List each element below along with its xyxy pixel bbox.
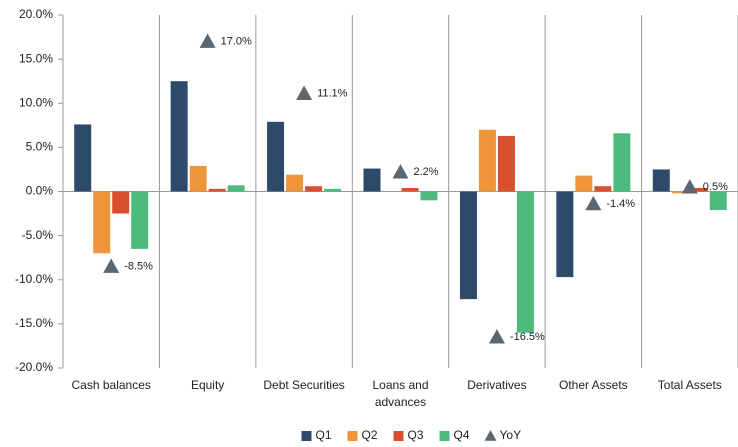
bar [112,191,130,214]
marker [585,195,602,211]
x-tick-label: Other Assets [558,378,628,392]
data-label: 17.0% [221,35,252,47]
bar [131,191,149,249]
y-tick-label: 10.0% [19,95,53,109]
bar [208,188,226,192]
bar [401,187,419,192]
bar [227,185,245,192]
data-label: -1.4% [606,198,635,210]
marker [199,33,216,48]
bar [690,187,708,192]
legend-swatch [301,431,312,441]
data-label: -8.5% [124,260,153,272]
marker [296,85,313,100]
bar [93,191,111,254]
y-tick-label: 20.0% [19,7,53,21]
bar [516,191,534,333]
y-tick-label: -5.0% [22,228,54,242]
bar [170,81,188,192]
bar [613,133,631,192]
data-label: 11.1% [317,87,348,99]
bar [594,186,612,192]
bar [556,191,574,278]
bar [478,129,496,192]
bar [459,191,477,300]
bar [267,121,285,192]
data-label: -16.5% [510,331,545,343]
marker [392,164,409,179]
data-label: 0.5% [703,181,728,193]
bar [709,191,727,211]
legend-swatch [393,431,404,441]
y-tick-label: 0.0% [26,184,54,198]
legend-label: Q3 [408,428,424,442]
legend-marker [484,430,497,441]
marker [681,179,698,194]
bar [286,174,304,192]
bar [575,175,593,192]
y-tick-label: 5.0% [26,140,54,154]
x-tick-label: Derivatives [467,378,527,392]
y-tick-label: -10.0% [15,272,53,286]
x-tick-label: Cash balances [71,378,151,392]
data-label: 2.2% [414,166,439,178]
bar [363,168,381,192]
x-tick-label: Debt Securities [263,378,345,392]
legend-label: Q2 [362,428,378,442]
marker [488,329,505,344]
legend-label: YoY [500,428,522,442]
y-tick-label: 15.0% [19,51,53,65]
legend-label: Q4 [454,428,470,442]
y-tick-label: -15.0% [15,316,53,330]
legend-swatch [347,431,358,441]
bar [74,124,92,192]
legend-swatch [439,431,450,441]
x-tick-label: Loans and advances [372,378,429,409]
bar [420,191,438,201]
bar [671,191,689,194]
marker [103,258,120,273]
bar [189,165,207,192]
bar [652,169,670,192]
bar [305,186,323,192]
y-tick-label: -20.0% [15,360,53,374]
legend-label: Q1 [316,428,332,442]
bar [324,188,342,192]
x-tick-label: Total Assets [657,378,722,392]
x-tick-label: Equity [190,378,225,392]
bar [497,135,515,192]
